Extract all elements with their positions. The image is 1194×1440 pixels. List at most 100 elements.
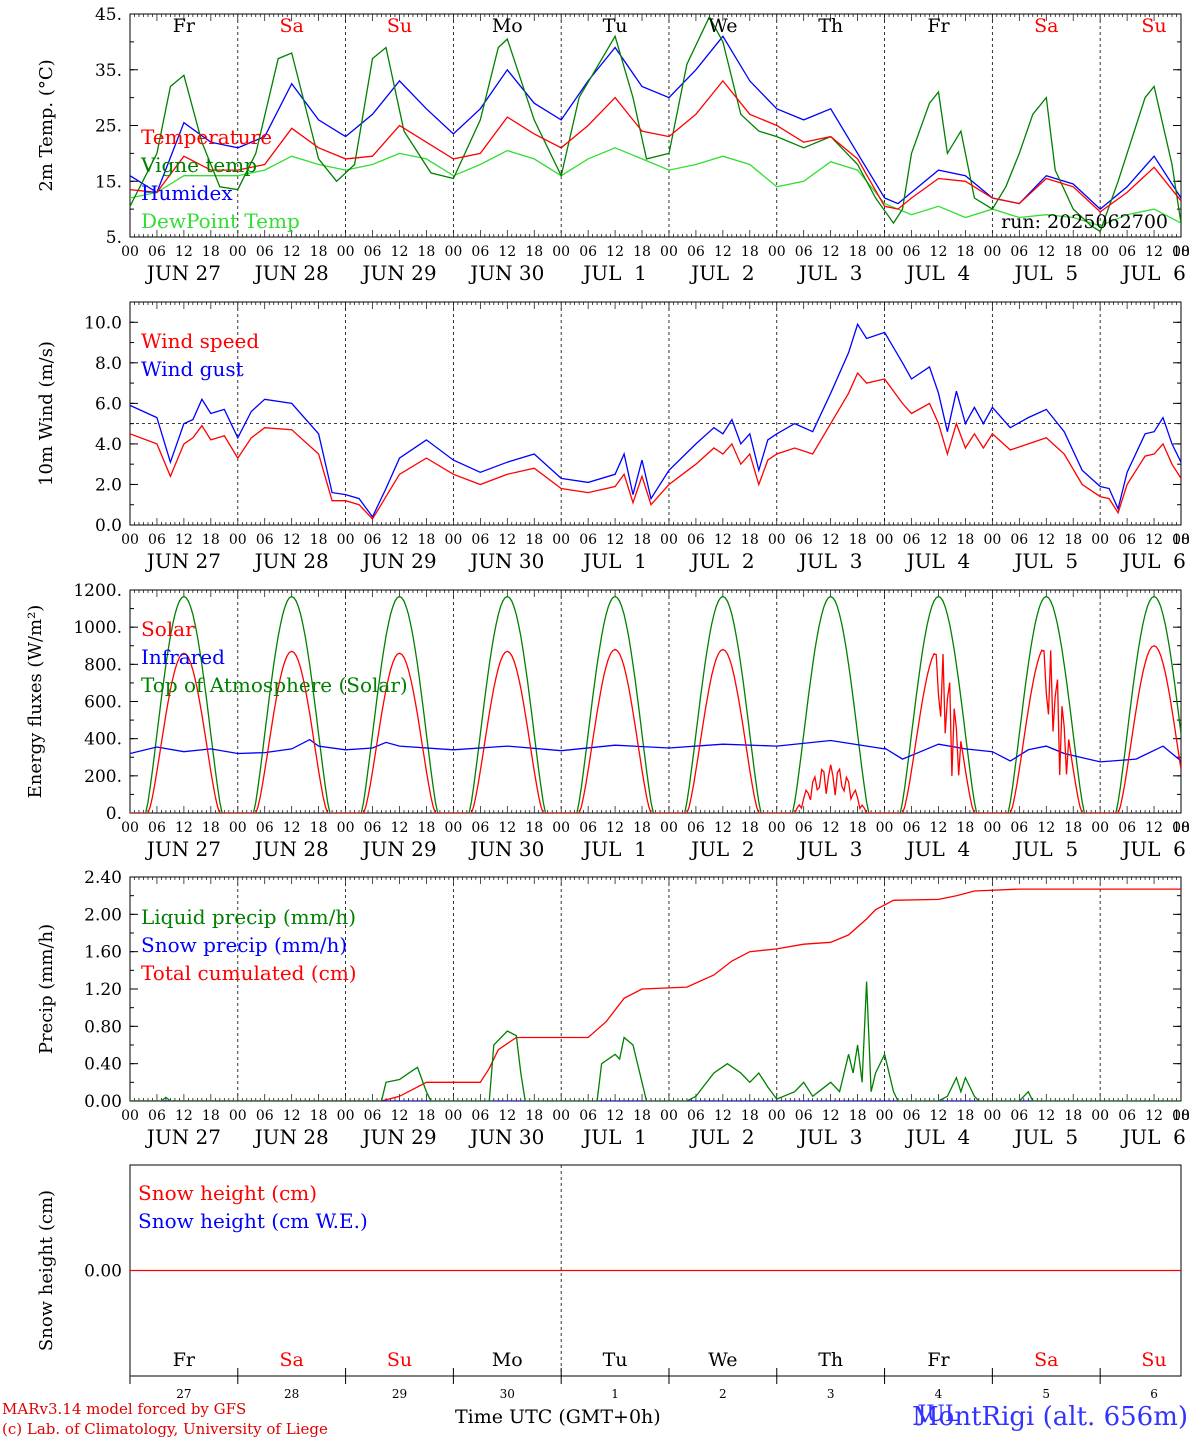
hour-tick-label: 00	[444, 820, 462, 836]
legend-entry: Top of Atmosphere (Solar)	[141, 673, 408, 697]
hour-tick-label: 00	[337, 1108, 355, 1124]
hour-tick-label: 18	[741, 532, 759, 548]
hour-tick-label: 12	[1145, 532, 1163, 548]
date-label: JUL 1	[581, 261, 647, 285]
hour-tick-label: 00	[768, 244, 786, 260]
date-label: JUN 28	[253, 837, 329, 861]
date-label: JUL 5	[1012, 1125, 1078, 1149]
weekday-label: Su	[1141, 1349, 1166, 1371]
hour-tick-label: 18	[1064, 532, 1082, 548]
hour-tick-label: 06	[1010, 532, 1028, 548]
hour-tick-label: 18	[310, 820, 328, 836]
y-tick-label: 4.0	[95, 435, 122, 455]
y-tick-label: 5.	[106, 228, 122, 248]
hour-tick-label: 12	[930, 244, 948, 260]
hour-tick-label: 00	[768, 532, 786, 548]
hour-tick-label: 06	[471, 244, 489, 260]
date-label: JUL 2	[689, 1125, 755, 1149]
hour-tick-label: 12	[1037, 532, 1055, 548]
y-tick-label: 2.00	[84, 905, 122, 925]
hour-tick-label: 00	[768, 1108, 786, 1124]
legend-entry: Wind gust	[141, 357, 244, 381]
hour-tick-label: 06	[579, 244, 597, 260]
hour-tick-label: 06	[364, 820, 382, 836]
hour-tick-label: 18	[202, 1108, 220, 1124]
hour-tick-label: 06	[1118, 820, 1136, 836]
y-axis-label: 2m Temp. (°C)	[36, 59, 57, 191]
hour-tick-label: 12	[714, 820, 732, 836]
series-line-solar	[130, 645, 1181, 813]
hour-tick-label: 18	[633, 532, 651, 548]
hour-tick-label: 00	[876, 1108, 894, 1124]
day-number-label: 5	[1042, 1387, 1050, 1401]
hour-tick-label: 00	[1091, 1108, 1109, 1124]
hour-tick-label: 18	[418, 244, 436, 260]
hour-tick-label: 12	[175, 1108, 193, 1124]
hour-tick-label: 00	[660, 532, 678, 548]
y-tick-label: 0.00	[84, 1262, 122, 1282]
date-label: JUL 1	[581, 1125, 647, 1149]
hour-tick-label: 12	[1145, 244, 1163, 260]
hour-tick-label: 00	[983, 244, 1001, 260]
date-label: JUL 3	[797, 1125, 863, 1149]
hour-tick-label: 18	[202, 244, 220, 260]
series-line-infrared	[130, 738, 1181, 763]
y-tick-label: 1000.	[73, 618, 122, 638]
y-axis-label: Precip (mm/h)	[36, 924, 57, 1054]
legend-entry: Solar	[141, 617, 195, 641]
legend-entry: Snow height (cm)	[138, 1181, 317, 1205]
hour-tick-label: 18	[849, 244, 867, 260]
hour-tick-label: 00	[1091, 244, 1109, 260]
hour-tick-label: 18	[418, 532, 436, 548]
hour-tick-label: 06	[579, 820, 597, 836]
hour-tick-label: 06	[687, 820, 705, 836]
hour-tick-label: 00	[121, 820, 139, 836]
y-axis-label: 10m Wind (m/s)	[36, 341, 57, 486]
date-label: JUN 28	[253, 261, 329, 285]
day-number-label: 28	[284, 1387, 299, 1401]
hour-tick-label: 12	[606, 532, 624, 548]
hour-tick-label: 06	[256, 532, 274, 548]
hour-tick-label: 06	[579, 532, 597, 548]
weekday-label: Fr	[173, 1349, 196, 1371]
hour-tick-label: 06	[903, 532, 921, 548]
hour-tick-label: 18	[310, 1108, 328, 1124]
hour-tick-label: 18	[418, 820, 436, 836]
hour-tick-label: 00	[121, 244, 139, 260]
day-number-label: 27	[176, 1387, 191, 1401]
hour-tick-label: 00	[1172, 1108, 1190, 1124]
hour-tick-label: 00	[983, 1108, 1001, 1124]
month-label: JUL	[915, 1402, 959, 1427]
hour-tick-label: 06	[148, 1108, 166, 1124]
y-tick-label: 0.80	[84, 1017, 122, 1037]
hour-tick-label: 18	[1172, 244, 1190, 260]
weekday-label: Sa	[1034, 1349, 1058, 1371]
hour-tick-label: 18	[1064, 1108, 1082, 1124]
hour-tick-label: 18	[418, 1108, 436, 1124]
hour-tick-label: 00	[1172, 820, 1190, 836]
time-axis-label: Time UTC (GMT+0h)	[455, 1406, 661, 1428]
hour-tick-label: 06	[1010, 820, 1028, 836]
hour-tick-label: 00	[229, 532, 247, 548]
hour-tick-label: 06	[1118, 1108, 1136, 1124]
hour-tick-label: 00	[552, 820, 570, 836]
date-label: JUL 5	[1012, 261, 1078, 285]
y-axis-label: Snow height (cm)	[36, 1190, 57, 1351]
temperature-panel: 5. 15. 25. 35. 45. 2m Temp. (°C) Temperature Vi…	[36, 5, 1190, 285]
y-tick-label: 0.	[106, 804, 122, 824]
y-tick-label: 6.0	[95, 394, 122, 414]
y-tick-label: 8.0	[95, 354, 122, 374]
hour-tick-label: 00	[337, 532, 355, 548]
hour-tick-label: 06	[795, 244, 813, 260]
hour-tick-label: 18	[1172, 1108, 1190, 1124]
hour-tick-label: 12	[498, 244, 516, 260]
hour-tick-label: 00	[552, 244, 570, 260]
hour-tick-label: 12	[822, 244, 840, 260]
weekday-label: Su	[387, 15, 412, 37]
y-tick-label: 200.	[84, 767, 122, 787]
hour-tick-label: 00	[337, 820, 355, 836]
date-label: JUL 4	[905, 261, 971, 285]
hour-tick-label: 12	[391, 1108, 409, 1124]
hour-tick-label: 18	[525, 1108, 543, 1124]
y-tick-label: 400.	[84, 730, 122, 750]
